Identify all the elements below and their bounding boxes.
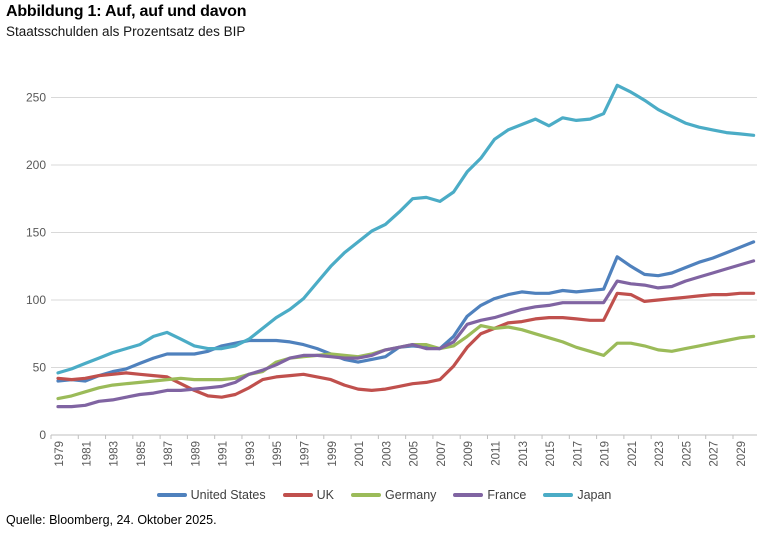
svg-text:2019: 2019	[600, 441, 612, 467]
legend-swatch	[453, 493, 484, 497]
svg-text:1991: 1991	[218, 441, 230, 467]
svg-text:150: 150	[26, 226, 46, 240]
svg-text:1989: 1989	[190, 441, 202, 467]
series-line-united-states	[56, 240, 756, 383]
x-axis-labels: 1979 1981 1983 1985 1987 1989 1991 1993 1995 1997…	[54, 441, 748, 467]
svg-text:2025: 2025	[681, 441, 693, 467]
svg-text:2005: 2005	[409, 441, 421, 467]
legend-label: Germany	[385, 488, 437, 502]
legend-swatch	[156, 493, 187, 497]
legend-label: United States	[190, 488, 266, 502]
svg-text:2015: 2015	[545, 441, 557, 467]
svg-text:2021: 2021	[627, 441, 639, 467]
legend-item-japan: Japan	[543, 488, 611, 502]
series-line-germany	[56, 324, 756, 401]
svg-text:1999: 1999	[327, 441, 339, 467]
svg-text:1983: 1983	[109, 441, 121, 467]
series-line-japan	[56, 83, 756, 375]
legend-swatch	[282, 493, 313, 497]
svg-text:2009: 2009	[463, 441, 475, 467]
svg-text:2029: 2029	[736, 441, 748, 467]
source-note: Quelle: Bloomberg, 24. Oktober 2025.	[6, 513, 217, 527]
svg-text:1997: 1997	[300, 441, 312, 467]
chart-legend: United States UK Germany France Japan	[0, 486, 768, 504]
svg-text:1985: 1985	[136, 441, 148, 467]
svg-text:1995: 1995	[272, 441, 284, 467]
svg-text:0: 0	[39, 428, 46, 442]
svg-text:2013: 2013	[518, 441, 530, 467]
svg-text:2027: 2027	[709, 441, 721, 467]
legend-item-united-states: United States	[156, 488, 266, 502]
svg-text:50: 50	[33, 361, 47, 375]
svg-text:1993: 1993	[245, 441, 257, 467]
legend-item-uk: UK	[282, 488, 335, 502]
legend-swatch	[351, 493, 382, 497]
x-axis	[50, 434, 757, 439]
legend-item-france: France	[453, 488, 526, 502]
svg-text:250: 250	[26, 91, 46, 105]
legend-label: France	[487, 488, 527, 502]
svg-text:2007: 2007	[436, 441, 448, 467]
legend-label: Japan	[577, 488, 612, 502]
svg-text:2001: 2001	[354, 441, 366, 467]
chart-title: Abbildung 1: Auf, auf und davon	[6, 3, 247, 20]
svg-text:1981: 1981	[81, 441, 93, 467]
svg-text:1979: 1979	[54, 441, 66, 467]
svg-text:2023: 2023	[654, 441, 666, 467]
svg-text:2011: 2011	[490, 441, 502, 466]
y-gridlines	[51, 97, 757, 368]
svg-text:2017: 2017	[572, 441, 584, 467]
svg-text:200: 200	[26, 158, 46, 172]
legend-item-germany: Germany	[351, 488, 436, 502]
legend-label: UK	[316, 488, 335, 502]
chart-subtitle: Staatsschulden als Prozentsatz des BIP	[6, 24, 246, 39]
y-axis-labels: 0 50 100 150 200 250	[26, 91, 46, 443]
plot-area	[56, 83, 756, 409]
legend-swatch	[543, 493, 574, 497]
svg-text:1987: 1987	[163, 441, 175, 467]
svg-text:100: 100	[26, 293, 46, 307]
series-line-france	[56, 259, 756, 409]
svg-text:2003: 2003	[381, 441, 393, 467]
